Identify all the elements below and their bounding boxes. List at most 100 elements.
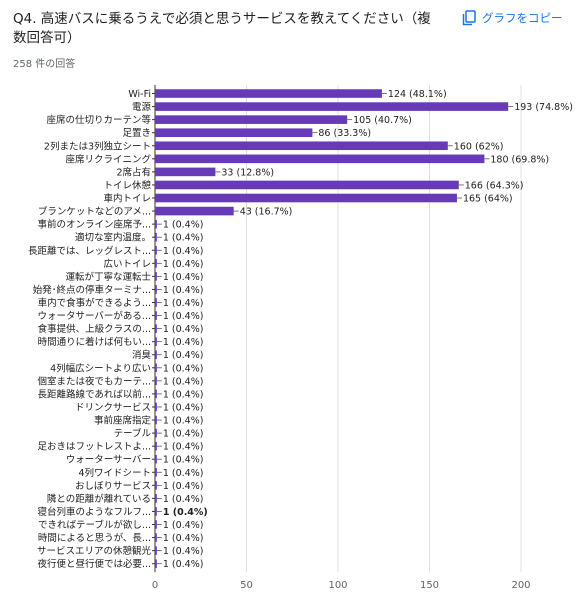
category-label: 消臭 xyxy=(132,349,152,361)
bar xyxy=(155,245,157,255)
x-tick-label: 0 xyxy=(152,580,158,591)
copy-chart-button[interactable]: グラフをコピー xyxy=(462,10,563,26)
category-label: おしぼりサービス xyxy=(75,481,151,492)
data-label: 1 (0.4%) xyxy=(163,259,204,270)
bar xyxy=(155,546,157,555)
data-label: 1 (0.4%) xyxy=(163,246,204,257)
data-label: 43 (16.7%) xyxy=(240,207,293,218)
category-label: 夜行便と昼行便では必要... xyxy=(37,558,151,570)
data-label: 1 (0.4%) xyxy=(163,402,204,413)
bar xyxy=(155,298,157,307)
bar xyxy=(155,533,157,542)
category-label: 2列または3列独立シート xyxy=(44,140,151,152)
bar xyxy=(155,193,457,203)
category-label: 足おきはフットレストよ... xyxy=(37,442,151,453)
bar xyxy=(155,115,348,124)
category-label: 個室または夜でもカーテ... xyxy=(37,375,151,387)
bar xyxy=(155,128,313,138)
bar xyxy=(155,180,459,190)
category-label: 長距離では、レッグレスト... xyxy=(28,245,151,257)
data-label: 166 (64.3%) xyxy=(465,180,524,191)
data-label: 1 (0.4%) xyxy=(163,363,204,374)
category-label: 食事提供、上級クラスの... xyxy=(38,323,151,335)
category-label: 適切な室内温度。 xyxy=(75,232,151,244)
question-title: Q4. 高速バスに乗るうえで必須と思うサービスを教えてください（複数回答可） xyxy=(13,11,431,46)
category-label: 2席占有 xyxy=(116,166,151,178)
bar xyxy=(155,481,157,490)
category-label: 運転が丁寧な運転士 xyxy=(65,271,151,283)
bar xyxy=(155,141,448,151)
bar xyxy=(155,350,157,360)
data-label: 1 (0.4%) xyxy=(163,220,204,231)
bar xyxy=(155,454,157,464)
x-tick-label: 100 xyxy=(328,580,347,591)
data-label: 1 (0.4%) xyxy=(163,481,204,492)
bar xyxy=(155,467,157,477)
x-tick-label: 50 xyxy=(240,580,253,591)
response-count: 258 件の回答 xyxy=(13,59,76,70)
category-label: 足置き xyxy=(122,128,151,139)
data-label: 1 (0.4%) xyxy=(163,350,204,361)
category-label: できればテーブルが欲し... xyxy=(38,519,151,531)
data-label: 33 (12.8%) xyxy=(221,167,274,178)
data-label: 1 (0.4%) xyxy=(163,233,204,244)
bar xyxy=(155,415,157,425)
category-label: Wi-Fi xyxy=(128,89,151,100)
data-label: 180 (69.8%) xyxy=(490,154,549,165)
data-label: 1 (0.4%) xyxy=(163,285,204,296)
category-label: 寝台列車のようなフルフ... xyxy=(37,506,151,518)
data-label: 1 (0.4%) xyxy=(163,376,204,387)
data-label: 124 (48.1%) xyxy=(388,89,447,100)
data-label: 1 (0.4%) xyxy=(163,494,204,505)
bar xyxy=(155,507,157,516)
data-label: 1 (0.4%) xyxy=(163,389,204,400)
bar xyxy=(155,311,157,320)
data-label: 1 (0.4%) xyxy=(163,298,204,309)
bar xyxy=(155,324,157,333)
bar xyxy=(155,363,157,373)
category-label: 始発･終点の停車ターミナ... xyxy=(33,284,151,296)
category-label: 隣との距離が離れている xyxy=(47,493,151,505)
bar xyxy=(155,272,157,281)
data-label: 1 (0.4%) xyxy=(163,520,204,531)
category-label: サービスエリアの休憩観光 xyxy=(37,545,152,557)
category-label: ウォータサーバーがある... xyxy=(38,310,151,322)
category-label: 事前のオンライン座席予... xyxy=(37,219,151,231)
copy-chart-label: グラフをコピー xyxy=(482,11,563,25)
bar xyxy=(155,154,485,164)
data-label: 1 (0.4%) xyxy=(163,324,204,335)
bar xyxy=(155,259,157,268)
data-label: 160 (62%) xyxy=(454,141,504,152)
data-label: 1 (0.4%) xyxy=(163,442,204,453)
category-label: 電源 xyxy=(132,102,152,113)
data-label: 1 (0.4%) xyxy=(163,455,204,466)
bar xyxy=(155,219,157,229)
data-label: 1 (0.4%) xyxy=(163,546,204,557)
bar xyxy=(155,337,157,346)
bar xyxy=(155,102,509,111)
bar xyxy=(155,89,382,98)
data-label: 105 (40.7%) xyxy=(353,115,412,126)
category-label: 時間によると思うが、長... xyxy=(38,532,151,544)
category-label: 広いトイレ xyxy=(103,258,151,270)
category-label: 長距離路線であれば以前... xyxy=(38,388,151,400)
bar xyxy=(155,167,216,177)
category-label: ブランケットなどのアメ... xyxy=(38,206,151,218)
copy-icon xyxy=(462,10,476,26)
data-label: 1 (0.4%) xyxy=(163,311,204,322)
bar xyxy=(155,441,157,451)
category-label: ウォーターサーバー xyxy=(66,455,151,466)
data-label: 86 (33.3%) xyxy=(318,128,371,139)
category-label: テーブル xyxy=(114,428,152,440)
bar xyxy=(155,520,157,529)
bar xyxy=(155,559,157,568)
data-label: 1 (0.4%) xyxy=(163,337,204,348)
data-label: 1 (0.4%) xyxy=(163,507,208,518)
bar xyxy=(155,428,157,438)
bar xyxy=(155,285,157,294)
bar xyxy=(155,389,157,399)
data-label: 1 (0.4%) xyxy=(163,429,204,440)
bar xyxy=(155,376,157,386)
x-tick-label: 150 xyxy=(420,580,439,591)
